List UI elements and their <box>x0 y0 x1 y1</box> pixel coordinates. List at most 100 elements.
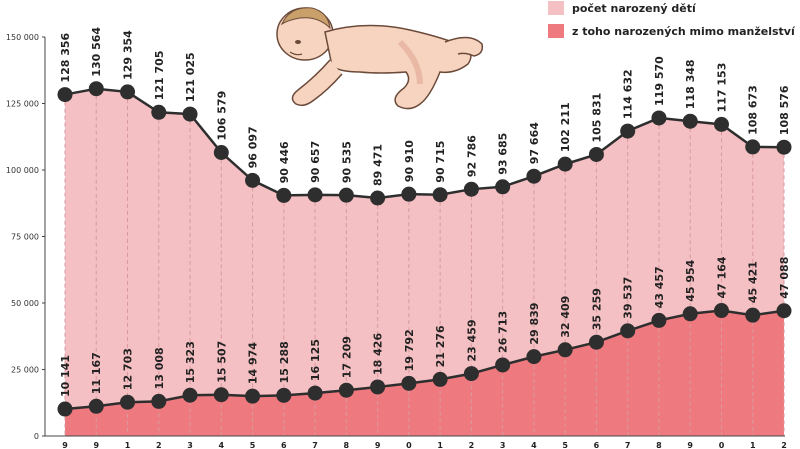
data-point <box>88 398 104 414</box>
data-point <box>307 385 323 401</box>
data-label: 45 954 <box>684 259 697 301</box>
data-point <box>307 187 323 203</box>
data-point <box>57 401 73 417</box>
x-tick-label: 4 <box>531 441 537 449</box>
x-tick-label: 3 <box>187 441 193 449</box>
data-label: 23 459 <box>465 319 478 361</box>
data-label: 15 288 <box>278 341 291 383</box>
data-point <box>713 303 729 319</box>
x-tick-label: 1 <box>437 441 443 449</box>
x-tick-label: 4 <box>219 441 225 449</box>
data-point <box>682 113 698 129</box>
data-label: 15 323 <box>184 341 197 383</box>
data-label: 97 664 <box>528 122 541 164</box>
x-tick-label: 0 <box>719 441 725 449</box>
data-point <box>463 366 479 382</box>
data-label: 43 457 <box>653 266 666 308</box>
data-label: 106 579 <box>215 91 228 141</box>
data-point <box>88 81 104 97</box>
data-label: 90 535 <box>340 141 353 183</box>
x-tick-label: 7 <box>625 441 631 449</box>
data-label: 12 703 <box>122 348 135 390</box>
data-label: 26 713 <box>497 311 510 353</box>
crawling-baby-icon <box>276 7 484 110</box>
data-label: 117 153 <box>715 63 728 113</box>
data-label: 119 570 <box>653 56 666 106</box>
data-label: 105 831 <box>590 93 603 143</box>
data-point <box>557 342 573 358</box>
y-tick-label: 125 000 <box>6 100 39 109</box>
x-tick-label: 8 <box>344 441 350 449</box>
x-tick-label: 9 <box>687 441 693 449</box>
data-label: 18 426 <box>372 333 385 375</box>
data-point <box>776 139 792 155</box>
x-tick-label: 5 <box>250 441 256 449</box>
data-label: 32 409 <box>559 296 572 338</box>
data-label: 39 537 <box>622 277 635 319</box>
x-tick-label: 0 <box>406 441 412 449</box>
data-point <box>745 139 761 155</box>
axes-layer: 0 25 000 50 000 75 000 100 000 125 000 150 000… <box>6 33 787 449</box>
legend-swatch-outside-marriage <box>548 24 564 38</box>
data-label: 130 564 <box>90 27 103 77</box>
data-label: 102 211 <box>559 102 572 152</box>
data-label: 90 715 <box>434 141 447 183</box>
data-label: 29 839 <box>528 303 541 345</box>
data-label: 121 025 <box>184 52 197 102</box>
data-label: 89 471 <box>372 144 385 186</box>
data-label: 129 354 <box>122 30 135 80</box>
data-point <box>495 357 511 373</box>
y-tick-label: 75 000 <box>11 233 39 242</box>
data-label: 90 910 <box>403 140 416 182</box>
legend-label-outside-marriage: z toho narozených mimo manželství <box>572 25 796 38</box>
data-label: 128 356 <box>59 32 72 82</box>
data-point <box>526 349 542 365</box>
data-labels-layer: 128 356 130 564 129 354 121 705 121 025 106 5… <box>59 27 791 397</box>
data-point <box>588 334 604 350</box>
data-label: 108 576 <box>778 85 791 135</box>
data-point <box>182 387 198 403</box>
data-label: 108 673 <box>747 85 760 135</box>
data-point <box>682 306 698 322</box>
data-label: 15 507 <box>215 341 228 383</box>
data-point <box>401 186 417 202</box>
data-point <box>588 146 604 162</box>
data-point <box>370 379 386 395</box>
data-point <box>213 144 229 160</box>
legend: počet narozený dětí z toho narozených mi… <box>548 1 796 38</box>
data-point <box>495 179 511 195</box>
data-label: 92 786 <box>465 135 478 177</box>
data-label: 90 446 <box>278 141 291 183</box>
data-label: 35 259 <box>590 288 603 330</box>
data-label: 47 164 <box>715 256 728 298</box>
x-tick-label: 9 <box>375 441 381 449</box>
x-tick-label: 3 <box>500 441 506 449</box>
y-tick-label: 25 000 <box>11 366 39 375</box>
data-point <box>182 106 198 122</box>
data-point <box>120 394 136 410</box>
data-label: 11 167 <box>90 352 103 394</box>
data-point <box>713 116 729 132</box>
x-tick-label: 7 <box>312 441 318 449</box>
data-point <box>401 375 417 391</box>
data-label: 93 685 <box>497 133 510 175</box>
data-point <box>151 393 167 409</box>
data-point <box>463 181 479 197</box>
data-label: 19 792 <box>403 329 416 371</box>
data-label: 13 008 <box>153 347 166 389</box>
data-point <box>526 168 542 184</box>
x-tick-label: 2 <box>781 441 787 449</box>
data-label: 14 974 <box>247 342 260 384</box>
data-point <box>745 307 761 323</box>
x-tick-label: 9 <box>62 441 68 449</box>
data-point <box>213 387 229 403</box>
points-layer <box>57 81 792 417</box>
x-tick-label: 6 <box>594 441 600 449</box>
x-tick-label: 2 <box>156 441 162 449</box>
legend-label-total: počet narozený dětí <box>572 2 697 15</box>
data-label: 121 705 <box>153 50 166 100</box>
y-tick-label: 50 000 <box>11 299 39 308</box>
data-label: 45 421 <box>747 261 760 303</box>
x-tick-label: 1 <box>125 441 131 449</box>
